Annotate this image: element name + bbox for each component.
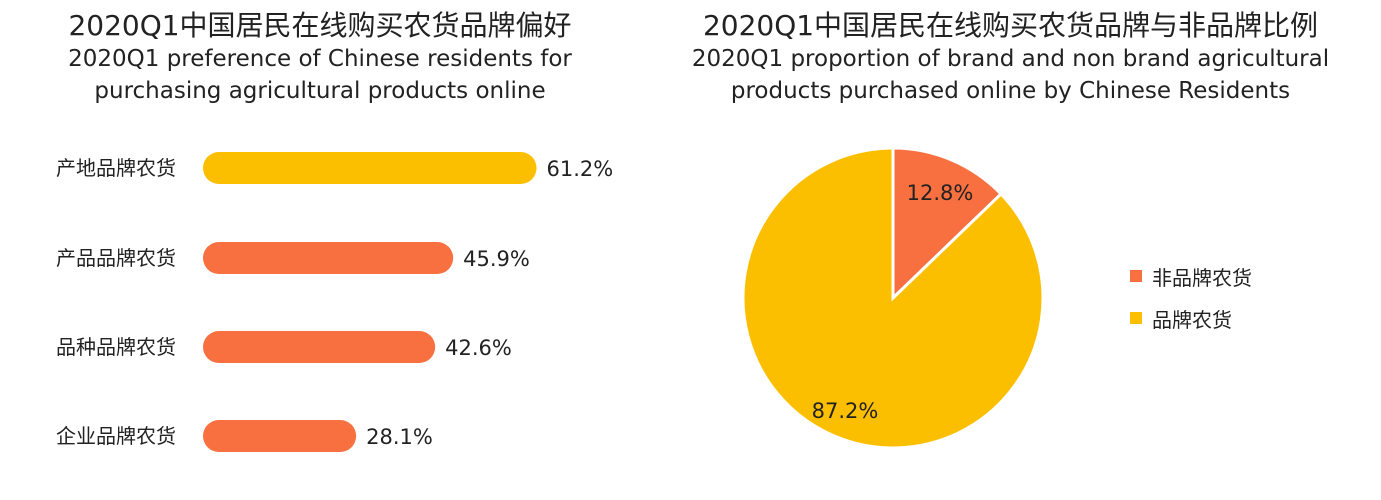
bar-value-label: 61.2% [547, 157, 614, 181]
legend-swatch-brand [1130, 312, 1142, 324]
legend-label-non-brand: 非品牌农货 [1152, 265, 1252, 290]
bar-category-label: 产品品牌农货 [56, 246, 176, 270]
legend-item-brand: 品牌农货 [1130, 307, 1252, 332]
pie-chart-subtitle: 2020Q1 proportion of brand and non brand… [691, 46, 1330, 104]
bar-chart-title: 2020Q1中国居民在线购买农货品牌偏好 [68, 9, 572, 42]
pie-chart-panel: 2020Q1中国居民在线购买农货品牌与非品牌比例 2020Q1 proporti… [640, 0, 1381, 500]
bar [203, 242, 454, 274]
bar [203, 152, 537, 184]
bar-value-label: 28.1% [366, 425, 433, 449]
pie-slice [741, 146, 1045, 450]
bar-category-label: 企业品牌农货 [56, 424, 176, 448]
pie-chart-titles: 2020Q1中国居民在线购买农货品牌与非品牌比例 2020Q1 proporti… [640, 9, 1381, 107]
bar-value-label: 42.6% [445, 336, 512, 360]
pie-value-label: 12.8% [907, 181, 974, 205]
legend-item-non-brand: 非品牌农货 [1130, 265, 1252, 290]
pie-value-label: 87.2% [812, 399, 879, 423]
legend-label-brand: 品牌农货 [1152, 307, 1232, 332]
pie-chart-title: 2020Q1中国居民在线购买农货品牌与非品牌比例 [702, 9, 1319, 42]
bar-category-label: 产地品牌农货 [56, 156, 176, 180]
pie-slice [891, 146, 1004, 302]
bar-chart: 产地品牌农货 61.2% 产品品牌农货 45.9% 品种品牌农货 42.6% 企业品牌农货 2… [56, 152, 614, 452]
pie-legend: 非品牌农货 品牌农货 [1130, 265, 1252, 349]
bar [203, 331, 436, 363]
bar [203, 420, 357, 452]
bar-chart-titles: 2020Q1中国居民在线购买农货品牌偏好 2020Q1 preference o… [0, 9, 640, 107]
bar-value-label: 45.9% [463, 247, 530, 271]
bar-chart-subtitle: 2020Q1 preference of Chinese residents f… [68, 46, 572, 104]
legend-swatch-non-brand [1130, 270, 1142, 282]
bar-category-label: 品种品牌农货 [56, 335, 176, 359]
bar-chart-panel: 2020Q1中国居民在线购买农货品牌偏好 2020Q1 preference o… [0, 0, 640, 500]
pie-chart: 12.8% 87.2% [741, 146, 1045, 450]
